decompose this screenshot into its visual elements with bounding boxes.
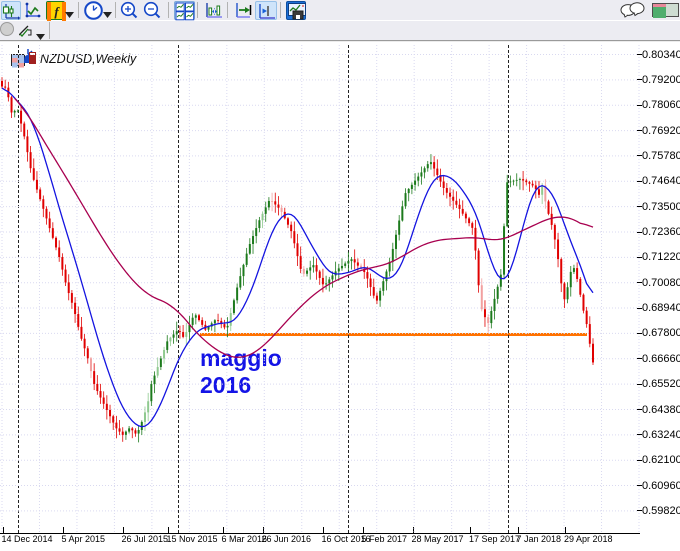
svg-text:f: f	[54, 4, 60, 19]
